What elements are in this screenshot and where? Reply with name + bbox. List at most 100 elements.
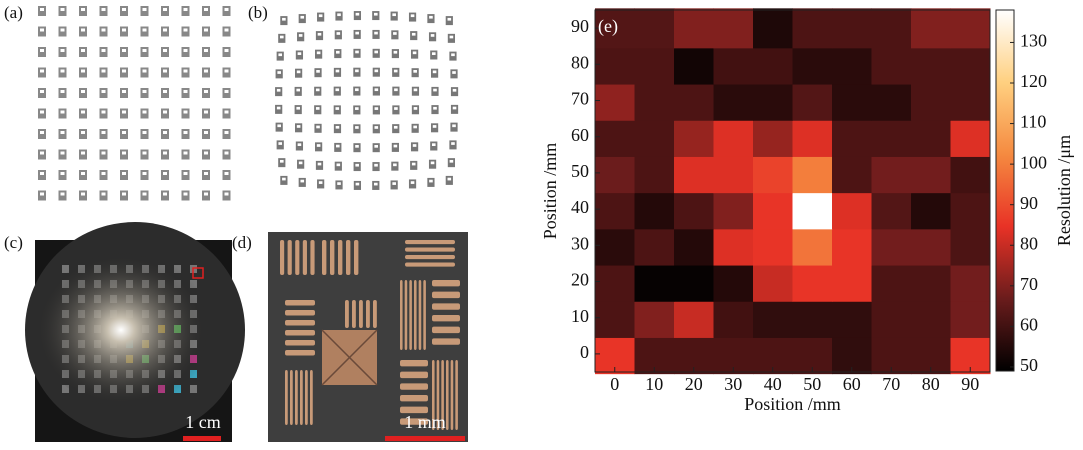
test-pattern: [353, 86, 361, 96]
y-tick-label: 30: [571, 233, 589, 253]
heat-cell: [595, 80, 635, 121]
heat-cell: [911, 189, 951, 230]
line-pair: [400, 383, 428, 390]
heat-cell: [595, 8, 635, 49]
test-pattern: [318, 14, 323, 18]
test-pattern: [224, 151, 229, 155]
line-pair: [346, 240, 351, 275]
heat-cell: [595, 297, 635, 338]
heat-cell: [832, 297, 872, 338]
test-pattern: [81, 69, 85, 73]
test-pattern: [355, 88, 359, 92]
test-pattern: [411, 162, 416, 166]
glare: [40, 250, 220, 410]
test-pattern: [81, 28, 85, 32]
test-pattern: [279, 159, 284, 163]
test-pattern: [355, 50, 359, 54]
test-pattern: [392, 13, 396, 17]
test-pattern: [60, 8, 65, 11]
line-pair: [359, 300, 363, 328]
test-pattern: [317, 162, 322, 166]
test-pattern: [374, 163, 378, 167]
x-tick-label: 80: [922, 374, 940, 394]
colorbar-tick-label: 90: [1020, 193, 1038, 213]
line-pair: [310, 240, 315, 275]
test-pattern: [224, 131, 229, 134]
test-pattern: [142, 151, 147, 155]
test-pattern: [60, 131, 65, 134]
heat-cell: [713, 225, 754, 266]
test-pattern: [372, 180, 380, 190]
scale-label: 1 cm: [185, 412, 221, 432]
test-pattern: [224, 110, 229, 114]
x-tick-label: 30: [724, 374, 742, 394]
line-pair: [423, 280, 426, 350]
test-pattern: [300, 179, 305, 183]
heat-cell: [634, 153, 675, 194]
line-pair: [285, 340, 315, 346]
test-pattern: [452, 124, 456, 128]
panel-a: [38, 6, 231, 201]
test-pattern: [412, 51, 417, 55]
test-pattern: [282, 17, 286, 21]
colorbar-label: Resolution /μm: [1054, 135, 1074, 246]
test-pattern: [355, 163, 359, 167]
line-pair: [400, 395, 428, 402]
x-tick-label: 60: [843, 374, 861, 394]
colorbar-tick-label: 70: [1020, 274, 1038, 294]
heat-cell: [634, 44, 675, 85]
line-pair: [432, 360, 435, 430]
heat-cell: [674, 189, 714, 230]
test-pattern: [335, 88, 340, 92]
test-pattern: [122, 110, 126, 114]
panel-label: (b): [248, 3, 268, 22]
test-pattern: [431, 143, 436, 147]
test-pattern: [183, 172, 188, 175]
heat-cell: [634, 261, 675, 302]
test-pattern: [335, 69, 340, 73]
panel-b: [275, 11, 459, 190]
line-pair: [405, 255, 455, 260]
heat-cell: [634, 189, 675, 230]
heat-cell: [911, 153, 951, 194]
test-pattern: [336, 50, 340, 54]
test-pattern: [317, 32, 322, 36]
test-pattern: [394, 88, 398, 92]
heat-cell: [871, 80, 912, 121]
test-pattern: [393, 69, 398, 73]
test-pattern: [60, 90, 65, 93]
heat-cell: [950, 153, 991, 194]
test-pattern: [122, 28, 126, 32]
line-pair: [432, 315, 460, 322]
x-tick-label: 50: [803, 374, 821, 394]
test-pattern: [163, 131, 167, 134]
test-pattern: [316, 144, 321, 147]
test-pattern: [142, 192, 147, 196]
test-pattern: [224, 28, 229, 32]
heat-cell: [792, 116, 833, 157]
test-pattern: [315, 88, 320, 92]
test-pattern: [355, 12, 360, 16]
test-pattern: [142, 172, 147, 175]
test-pattern: [142, 8, 147, 11]
heat-cell: [753, 297, 793, 338]
test-pattern: [452, 106, 457, 110]
heat-cell: [713, 189, 754, 230]
line-pair: [432, 291, 460, 299]
test-pattern: [81, 131, 85, 134]
heat-cell: [634, 80, 675, 121]
heat-cell: [753, 116, 793, 157]
heat-cell: [595, 44, 635, 85]
test-pattern: [282, 177, 286, 181]
test-pattern: [393, 32, 397, 35]
test-pattern: [296, 70, 301, 74]
test-pattern: [224, 192, 229, 196]
test-pattern: [204, 90, 208, 93]
colorbar-tick-label: 110: [1020, 112, 1046, 132]
test-pattern: [81, 151, 85, 155]
heat-cell: [713, 8, 754, 49]
test-pattern: [300, 15, 305, 19]
test-pattern: [101, 8, 106, 11]
test-pattern: [433, 88, 437, 92]
test-pattern: [430, 161, 435, 165]
